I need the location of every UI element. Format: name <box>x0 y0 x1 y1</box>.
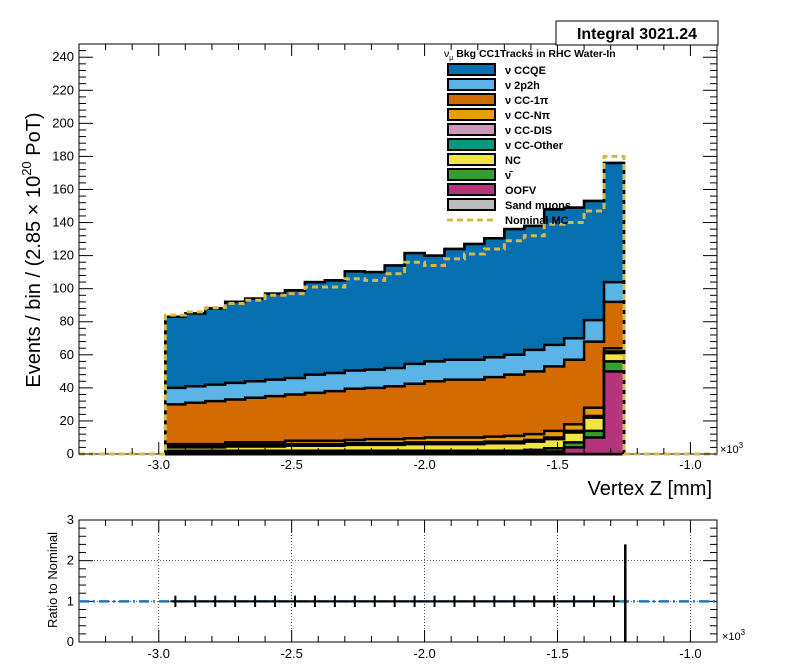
top-x-tick-label: -1.0 <box>679 457 701 472</box>
top-axes: 0 20 40 60 80 100 120 140 160 180 200 220 240 -3.0 -2.… <box>52 44 717 472</box>
legend-label: ν CC-DIS <box>505 125 552 137</box>
ratio-plot: 0 1 2 3 -3.0 -2.5 -2.0 -1.5 -1.0 <box>67 512 717 661</box>
bottom-y-tick-label: 2 <box>67 553 74 568</box>
stack-layer-oofv <box>164 370 626 456</box>
bottom-y-tick-label: 0 <box>67 634 74 649</box>
bottom-x-tick-label: -1.5 <box>546 646 568 661</box>
top-y-tick-label: 120 <box>52 248 74 263</box>
legend-label: ν̄ <box>505 170 513 182</box>
top-x-tick-label: -2.0 <box>413 457 435 472</box>
bottom-x-exponent: ×103 <box>722 628 746 643</box>
top-y-tick-label: 60 <box>60 347 74 362</box>
top-x-tick-label: -2.5 <box>280 457 302 472</box>
top-y-tick-label: 200 <box>52 115 74 130</box>
bottom-x-tick-label: -1.0 <box>679 646 701 661</box>
legend-entry: ν 2p2h <box>447 78 540 92</box>
stack-layer-- <box>164 360 626 456</box>
legend-label: ν CCQE <box>505 65 546 77</box>
bottom-y-tick-label: 3 <box>67 512 74 527</box>
legend-entry: Nominal MC <box>447 215 569 227</box>
bottom-x-tick-label: -2.5 <box>280 646 302 661</box>
legend: νμ Bkg CC1Tracks in RHC Water-In ν CCQEν… <box>444 48 616 227</box>
bottom-y-tick-label: 1 <box>67 593 74 608</box>
nominal-mc-line <box>79 154 717 456</box>
top-y-tick-label: 160 <box>52 181 74 196</box>
top-y-tick-label: 100 <box>52 281 74 296</box>
top-x-exponent: ×103 <box>720 441 744 456</box>
bottom-y-axis-label: Ratio to Nominal <box>45 532 60 628</box>
top-y-tick-label: 40 <box>60 380 74 395</box>
top-x-tick-label: -3.0 <box>148 457 170 472</box>
top-y-tick-label: 80 <box>60 314 74 329</box>
top-y-tick-label: 180 <box>52 148 74 163</box>
legend-label: ν CC-1π <box>505 95 549 107</box>
stats-box: Integral 3021.24 <box>555 20 719 46</box>
legend-entry: ν̄ <box>447 168 513 182</box>
bottom-x-tick-label: -2.0 <box>413 646 435 661</box>
top-y-tick-label: 0 <box>67 446 74 461</box>
legend-label: ν 2p2h <box>505 80 540 92</box>
top-y-tick-label: 20 <box>60 413 74 428</box>
bottom-plot-frame <box>78 519 718 643</box>
top-y-tick-label: 220 <box>52 82 74 97</box>
legend-label: ν CC-Nπ <box>505 110 551 122</box>
legend-entry: NC <box>447 153 521 167</box>
top-x-axis-label: Vertex Z [mm] <box>588 478 712 500</box>
stacked-histogram <box>79 154 717 456</box>
stats-integral: Integral 3021.24 <box>577 26 697 43</box>
top-x-tick-label: -1.5 <box>546 457 568 472</box>
legend-label: NC <box>505 155 521 167</box>
legend-label: OOFV <box>505 185 537 197</box>
legend-entry: OOFV <box>447 183 537 197</box>
legend-entries: ν CCQE ν 2p2h ν CC-1π ν CC-Nπ ν CC-DIS ν CC-O… <box>447 63 571 227</box>
legend-title: νμ Bkg CC1Tracks in RHC Water-In <box>444 48 616 62</box>
top-y-axis-label: Events / bin / (2.85 × 1020 PoT) <box>19 112 45 387</box>
legend-label: Nominal MC <box>505 215 569 227</box>
legend-entry: ν CC-Nπ <box>447 108 551 122</box>
stack-layer--cc-1- <box>164 300 626 456</box>
legend-label: ν CC-Other <box>505 140 564 152</box>
legend-entry: ν CC-DIS <box>447 123 552 137</box>
legend-entry: Sand muons <box>447 198 571 212</box>
top-y-tick-label: 140 <box>52 215 74 230</box>
legend-entry: ν CC-Other <box>447 138 564 152</box>
legend-entry: ν CCQE <box>447 63 546 77</box>
legend-entry: ν CC-1π <box>447 93 549 107</box>
legend-label: Sand muons <box>505 200 571 212</box>
top-y-tick-label: 240 <box>52 49 74 64</box>
bottom-x-tick-label: -3.0 <box>148 646 170 661</box>
